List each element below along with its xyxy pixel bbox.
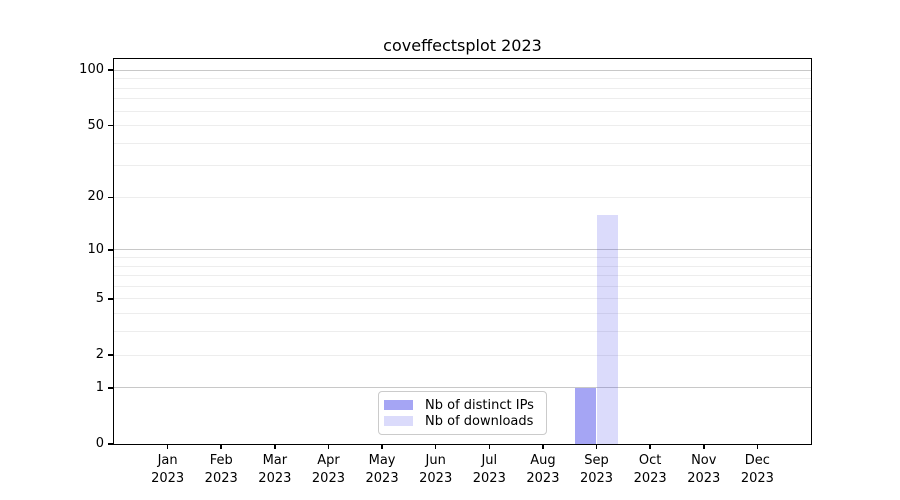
x-tick-mark xyxy=(274,444,276,449)
x-tick-mark xyxy=(166,444,169,449)
x-tick-label: Apr 2023 xyxy=(296,452,360,488)
x-tick-mark xyxy=(220,444,222,449)
x-tick-month: May xyxy=(368,453,396,468)
y-gridline-minor xyxy=(114,313,811,315)
x-tick-month: Sep xyxy=(584,453,609,468)
x-tick-mark xyxy=(327,444,330,449)
legend-label-distinct-ips: Nb of distinct IPs xyxy=(425,397,534,413)
x-tick-month: Dec xyxy=(744,453,770,468)
x-tick-label: Jan 2023 xyxy=(136,452,200,488)
y-gridline-minor xyxy=(114,265,811,267)
y-gridline-minor xyxy=(114,87,811,89)
y-tick-mark xyxy=(108,298,114,300)
x-tick-year: 2023 xyxy=(365,471,399,486)
x-tick-month: Oct xyxy=(638,453,662,468)
x-tick-year: 2023 xyxy=(419,471,453,486)
x-tick-year: 2023 xyxy=(204,471,238,486)
x-tick-month: Feb xyxy=(209,453,233,468)
x-tick-month: Aug xyxy=(530,453,556,468)
x-tick-mark xyxy=(488,444,491,449)
x-tick-label: Jul 2023 xyxy=(457,452,521,488)
y-gridline-minor xyxy=(114,354,811,356)
legend-label-downloads: Nb of downloads xyxy=(425,413,534,429)
x-tick-mark xyxy=(381,444,383,449)
y-tick-label: 50 xyxy=(87,117,104,133)
x-tick-year: 2023 xyxy=(633,471,667,486)
y-tick-mark xyxy=(108,249,114,251)
y-gridline-minor xyxy=(114,110,811,112)
y-gridline-minor xyxy=(114,125,811,127)
y-gridline-minor xyxy=(114,196,811,198)
x-tick-mark xyxy=(756,444,759,449)
y-gridline-major xyxy=(114,249,811,251)
y-tick-mark xyxy=(108,443,114,445)
bar-nb-of-distinct-ips xyxy=(575,387,597,444)
x-tick-mark xyxy=(595,444,598,449)
x-tick-year: 2023 xyxy=(579,471,614,486)
x-tick-label: Jun 2023 xyxy=(404,452,468,488)
y-gridline-minor xyxy=(114,142,811,144)
x-tick-label: Mar 2023 xyxy=(243,452,307,488)
legend-entry-distinct-ips: Nb of distinct IPs xyxy=(384,397,538,413)
x-tick-month: Apr xyxy=(317,453,340,468)
legend-entry-downloads: Nb of downloads xyxy=(384,413,538,429)
x-tick-label: Nov 2023 xyxy=(672,452,736,488)
x-tick-month: Jul xyxy=(481,453,498,468)
bar-nb-of-downloads xyxy=(597,214,619,444)
x-tick-year: 2023 xyxy=(151,471,185,486)
y-tick-label: 5 xyxy=(95,290,104,306)
y-tick-label: 10 xyxy=(87,241,104,257)
x-tick-label: May 2023 xyxy=(350,452,414,488)
x-tick-mark xyxy=(542,444,544,449)
y-tick-label: 1 xyxy=(95,379,104,395)
y-tick-label: 2 xyxy=(95,347,104,363)
legend: Nb of distinct IPs Nb of downloads xyxy=(378,391,547,435)
y-gridline-major xyxy=(114,69,811,71)
y-tick-label: 100 xyxy=(79,62,104,78)
y-tick-mark xyxy=(108,124,114,127)
x-tick-label: Oct 2023 xyxy=(618,452,682,488)
x-tick-year: 2023 xyxy=(687,471,721,486)
y-gridline-minor xyxy=(114,78,811,80)
y-gridline-minor xyxy=(114,165,811,167)
legend-swatch-downloads xyxy=(384,416,413,426)
x-tick-month: Nov xyxy=(691,453,717,468)
x-tick-mark xyxy=(649,444,651,449)
y-gridline-minor xyxy=(114,257,811,258)
y-gridline-minor xyxy=(114,331,811,333)
y-tick-mark xyxy=(108,387,114,389)
y-tick-mark xyxy=(108,354,114,356)
x-tick-month: Jan xyxy=(157,453,178,468)
x-tick-month: Mar xyxy=(262,453,288,468)
x-tick-year: 2023 xyxy=(472,471,506,486)
y-tick-label: 0 xyxy=(95,436,104,451)
y-gridline-minor xyxy=(114,285,811,287)
x-tick-month: Jun xyxy=(425,453,446,468)
chart-title: coveffectsplot 2023 xyxy=(383,36,542,55)
legend-swatch-distinct-ips xyxy=(384,400,413,410)
x-tick-mark xyxy=(703,444,705,449)
x-tick-label: Sep 2023 xyxy=(565,452,629,488)
y-gridline-minor xyxy=(114,98,811,100)
y-tick-label: 20 xyxy=(87,189,104,205)
x-tick-label: Aug 2023 xyxy=(511,452,575,488)
x-tick-year: 2023 xyxy=(526,471,560,486)
y-tick-mark xyxy=(108,69,114,71)
x-tick-year: 2023 xyxy=(740,471,774,486)
y-gridline-minor xyxy=(114,298,811,300)
y-tick-mark xyxy=(108,196,114,199)
y-gridline-minor xyxy=(114,275,811,277)
x-tick-year: 2023 xyxy=(258,471,292,486)
y-gridline-major xyxy=(114,387,811,389)
x-tick-label: Dec 2023 xyxy=(725,452,789,488)
x-tick-label: Feb 2023 xyxy=(189,452,253,488)
x-tick-mark xyxy=(434,444,437,449)
x-tick-year: 2023 xyxy=(311,471,345,486)
plot-area: 0 1 2 5 10 20 50 100 Jan 2023 Feb 2023 Mar 2023 Apr 202… xyxy=(79,58,812,486)
